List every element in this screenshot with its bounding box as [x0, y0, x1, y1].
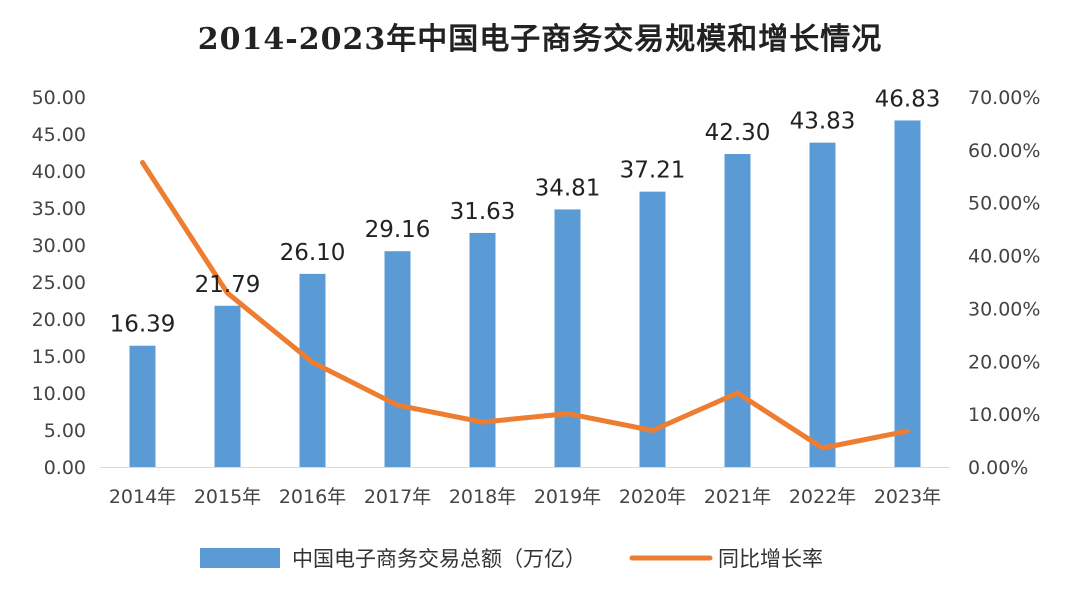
- bar: [809, 142, 836, 467]
- bar: [469, 232, 496, 467]
- right-axis-tick: 20.00%: [968, 351, 1040, 373]
- x-axis-tick: 2015年: [194, 486, 261, 508]
- bar: [554, 209, 581, 467]
- x-axis-tick: 2022年: [789, 486, 856, 508]
- right-axis-tick: 0.00%: [968, 457, 1028, 479]
- right-axis-tick: 60.00%: [968, 140, 1040, 162]
- data-label: 29.16: [365, 217, 431, 243]
- data-label: 31.63: [450, 199, 516, 225]
- legend-swatch-bar: [200, 548, 280, 568]
- data-label: 37.21: [620, 158, 686, 184]
- bar: [724, 153, 751, 468]
- left-axis-tick: 40.00: [32, 161, 86, 183]
- right-axis-tick: 40.00%: [968, 246, 1040, 268]
- bar: [129, 345, 156, 467]
- bar: [299, 273, 326, 467]
- left-axis-tick: 20.00: [32, 309, 86, 331]
- bar: [894, 120, 921, 467]
- left-axis-tick: 35.00: [32, 198, 86, 220]
- legend-label: 中国电子商务交易总额（万亿）: [292, 547, 586, 571]
- x-axis-tick: 2020年: [619, 486, 686, 508]
- data-label: 26.10: [280, 240, 346, 266]
- left-axis-tick: 15.00: [32, 346, 86, 368]
- left-axis-tick: 0.00: [44, 457, 86, 479]
- left-axis-tick: 25.00: [32, 272, 86, 294]
- line-series: [140, 160, 910, 451]
- right-axis-tick: 30.00%: [968, 298, 1040, 320]
- left-axis-tick: 10.00: [32, 383, 86, 405]
- data-label: 43.83: [790, 109, 856, 135]
- x-axis-tick: 2017年: [364, 486, 431, 508]
- left-axis-tick: 30.00: [32, 235, 86, 257]
- x-axis-tick: 2019年: [534, 486, 601, 508]
- right-axis-tick: 10.00%: [968, 404, 1040, 426]
- right-axis-tick: 70.00%: [968, 87, 1040, 109]
- data-label: 16.39: [110, 312, 176, 338]
- left-axis-tick: 5.00: [44, 420, 86, 442]
- x-axis-tick: 2021年: [704, 486, 771, 508]
- left-axis-tick: 45.00: [32, 124, 86, 146]
- x-axis-tick: 2014年: [109, 486, 176, 508]
- data-label: 46.83: [875, 86, 941, 112]
- x-axis-tick: 2016年: [279, 486, 346, 508]
- left-axis-tick: 50.00: [32, 87, 86, 109]
- right-axis-tick: 50.00%: [968, 193, 1040, 215]
- bar: [639, 191, 666, 467]
- x-axis-tick: 2023年: [874, 486, 941, 508]
- chart-title: 2014-2023年中国电子商务交易规模和增长情况: [197, 22, 883, 57]
- legend-label: 同比增长率: [718, 547, 823, 571]
- x-axis-tick: 2018年: [449, 486, 516, 508]
- data-label: 34.81: [535, 175, 601, 201]
- bar: [384, 251, 411, 467]
- bar: [214, 305, 241, 467]
- data-label: 42.30: [705, 120, 771, 146]
- data-label: 21.79: [195, 272, 261, 298]
